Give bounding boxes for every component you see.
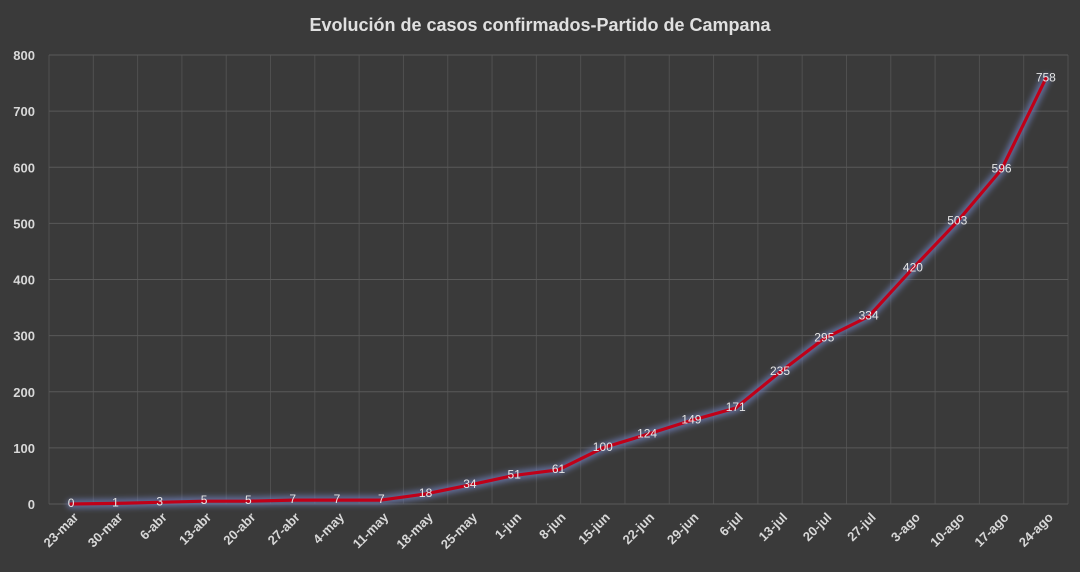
series-layer [66, 74, 1051, 509]
data-point [557, 468, 560, 472]
data-label: 100 [593, 440, 613, 454]
data-label: 124 [637, 426, 657, 440]
y-tick-label: 800 [13, 48, 35, 63]
data-label: 5 [245, 493, 252, 507]
y-tick-label: 700 [13, 104, 35, 119]
y-tick-label: 0 [28, 497, 35, 512]
data-point [335, 498, 339, 502]
data-label: 7 [334, 492, 341, 506]
data-label: 61 [552, 462, 566, 476]
x-tick-label: 27-abr [265, 510, 303, 548]
y-tick-label: 300 [13, 329, 35, 344]
x-tick-label: 29-jun [664, 509, 702, 547]
x-tick-label: 8-jun [536, 509, 569, 542]
y-axis: 0 100 200 300 400 500 600 700 800 [13, 48, 35, 512]
data-label: 0 [68, 496, 75, 510]
data-point [202, 499, 206, 503]
data-label: 7 [289, 492, 296, 506]
data-point [158, 500, 162, 504]
data-point [379, 498, 383, 502]
x-tick-label: 17-ago [971, 509, 1011, 549]
data-point [113, 501, 117, 505]
data-point [955, 220, 959, 224]
data-point [689, 418, 693, 422]
data-point [512, 473, 516, 477]
x-tick-label: 20-abr [220, 510, 258, 548]
data-label: 334 [859, 309, 879, 323]
data-label: 295 [814, 330, 834, 344]
data-label: 1 [112, 495, 119, 509]
data-point [778, 370, 782, 374]
data-point [291, 498, 295, 502]
x-tick-label: 15-jun [575, 509, 613, 547]
data-point [645, 432, 649, 436]
y-tick-label: 500 [13, 216, 35, 231]
y-tick-label: 400 [13, 273, 35, 288]
x-tick-label: 25-may [438, 509, 481, 552]
data-point [601, 446, 605, 450]
x-tick-label: 23-mar [41, 510, 82, 551]
data-point [822, 336, 826, 340]
x-tick-label: 13-abr [176, 510, 214, 548]
x-tick-label: 22-jun [620, 509, 658, 547]
data-labels: 0 1 3 5 5 7 7 7 18 34 51 61 100 124 149 171 235 295 334 420… [68, 71, 1056, 510]
x-tick-label: 18-may [393, 509, 436, 552]
data-label: 149 [681, 412, 701, 426]
data-label: 420 [903, 260, 923, 274]
data-point [246, 499, 250, 503]
data-point [734, 406, 738, 410]
y-tick-label: 600 [13, 160, 35, 175]
x-tick-label: 6-jul [716, 510, 746, 540]
data-point [1044, 77, 1048, 81]
x-tick-label: 3-ago [888, 509, 923, 544]
y-tick-label: 200 [13, 385, 35, 400]
x-tick-label: 27-jul [844, 510, 879, 545]
data-point [1000, 167, 1004, 171]
series-line-glow [66, 74, 1051, 509]
data-point [424, 492, 428, 496]
data-point [69, 502, 73, 506]
grid [48, 54, 1069, 505]
x-tick-label: 30-mar [85, 510, 126, 551]
x-tick-label: 11-may [350, 509, 392, 551]
x-tick-label: 10-ago [927, 509, 967, 549]
data-label: 596 [992, 161, 1012, 175]
data-label: 3 [156, 494, 163, 508]
x-tick-label: 1-jun [492, 509, 525, 542]
data-point [911, 266, 915, 270]
data-label: 503 [947, 214, 967, 228]
data-label: 5 [201, 493, 208, 507]
data-label: 171 [726, 400, 746, 414]
data-point [867, 315, 871, 319]
x-tick-label: 4-may [310, 509, 348, 547]
data-label: 34 [463, 477, 477, 491]
chart-title: Evolución de casos confirmados-Partido d… [309, 15, 771, 35]
x-axis: 23-mar 30-mar 6-abr 13-abr 20-abr 27-abr 4-may… [41, 509, 1056, 552]
x-tick-label: 20-jul [800, 510, 835, 545]
data-label: 758 [1036, 71, 1056, 85]
data-label: 51 [508, 467, 522, 481]
x-tick-label: 6-abr [137, 510, 170, 543]
x-tick-label: 24-ago [1016, 509, 1056, 549]
series-line [69, 76, 1048, 506]
data-label: 235 [770, 364, 790, 378]
data-label: 7 [378, 492, 385, 506]
data-label: 18 [419, 486, 433, 500]
x-tick-label: 13-jul [756, 510, 791, 545]
y-tick-label: 100 [13, 441, 35, 456]
data-point [468, 483, 472, 487]
